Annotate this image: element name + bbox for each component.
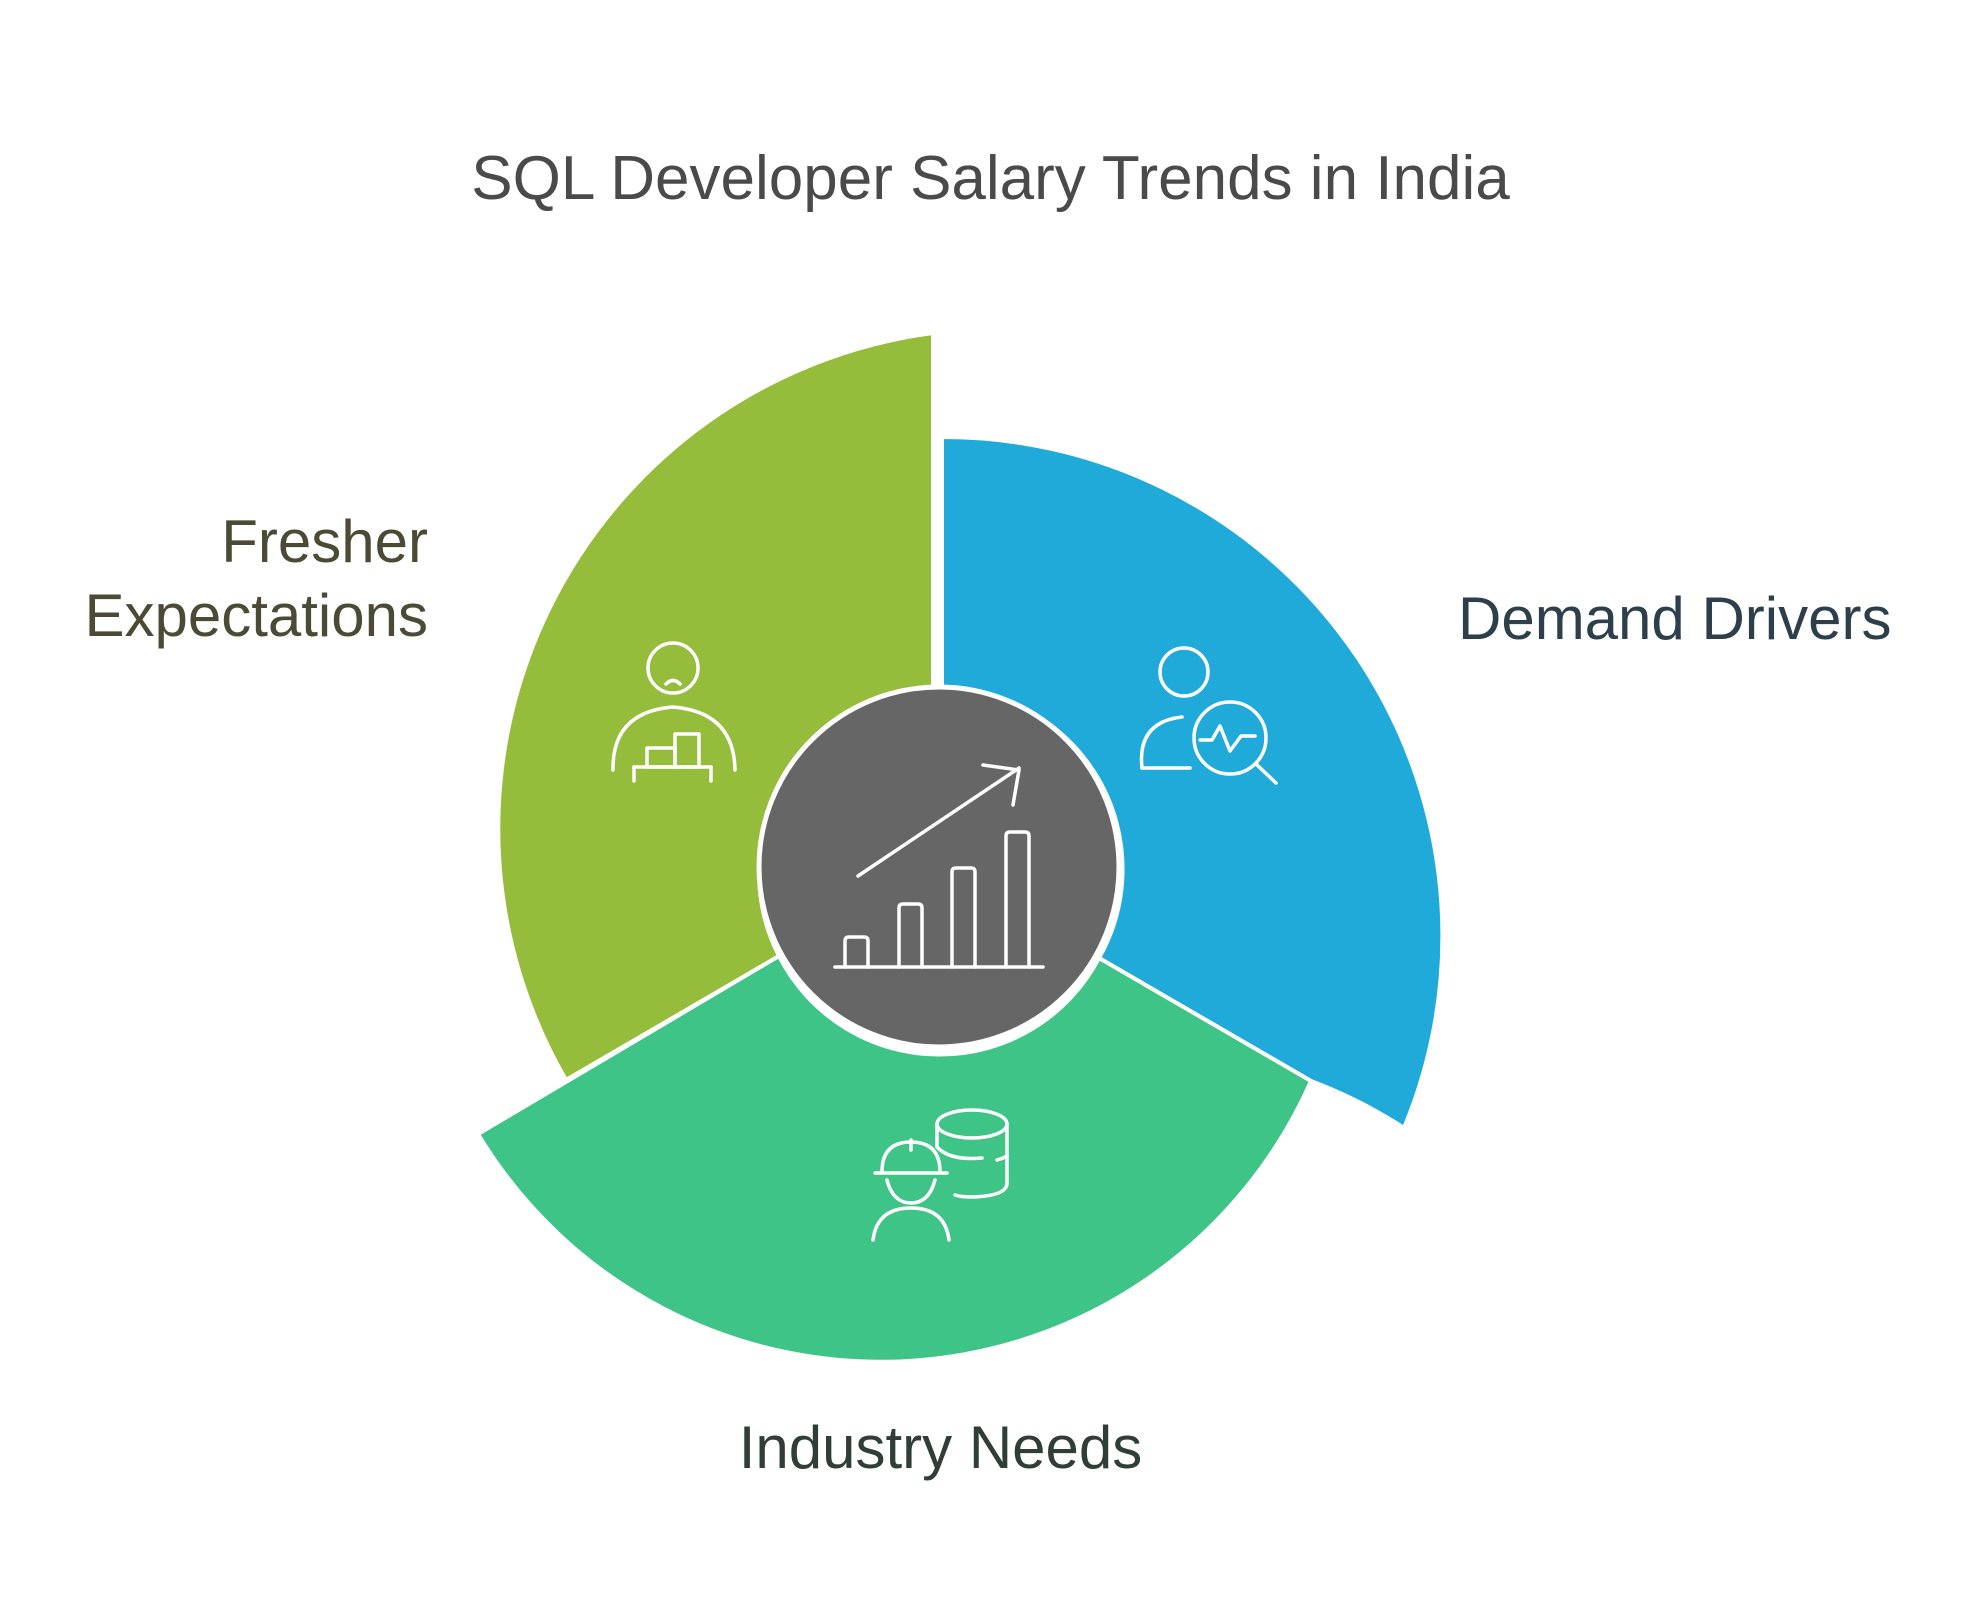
bar-chart-trend-up-icon (833, 763, 1045, 969)
diagram-title: SQL Developer Salary Trends in India (471, 144, 1510, 213)
segment-industry-needs (475, 953, 1314, 1364)
segment-label-line: Expectations (84, 582, 428, 649)
segment-label-fresher-expectations: Fresher Expectations (84, 505, 428, 653)
person-analytics-search-icon (1139, 646, 1278, 785)
person-podium-icon (611, 641, 737, 783)
segment-label-line: Fresher (221, 508, 428, 575)
segment-label-line: Demand Drivers (1458, 585, 1892, 652)
segment-label-demand-drivers: Demand Drivers (1458, 582, 1891, 656)
center-circle (756, 684, 1122, 1050)
worker-database-icon (871, 1108, 1009, 1242)
segment-label-line: Industry Needs (738, 1414, 1143, 1481)
segment-label-industry-needs: Industry Needs (0, 1411, 1881, 1485)
